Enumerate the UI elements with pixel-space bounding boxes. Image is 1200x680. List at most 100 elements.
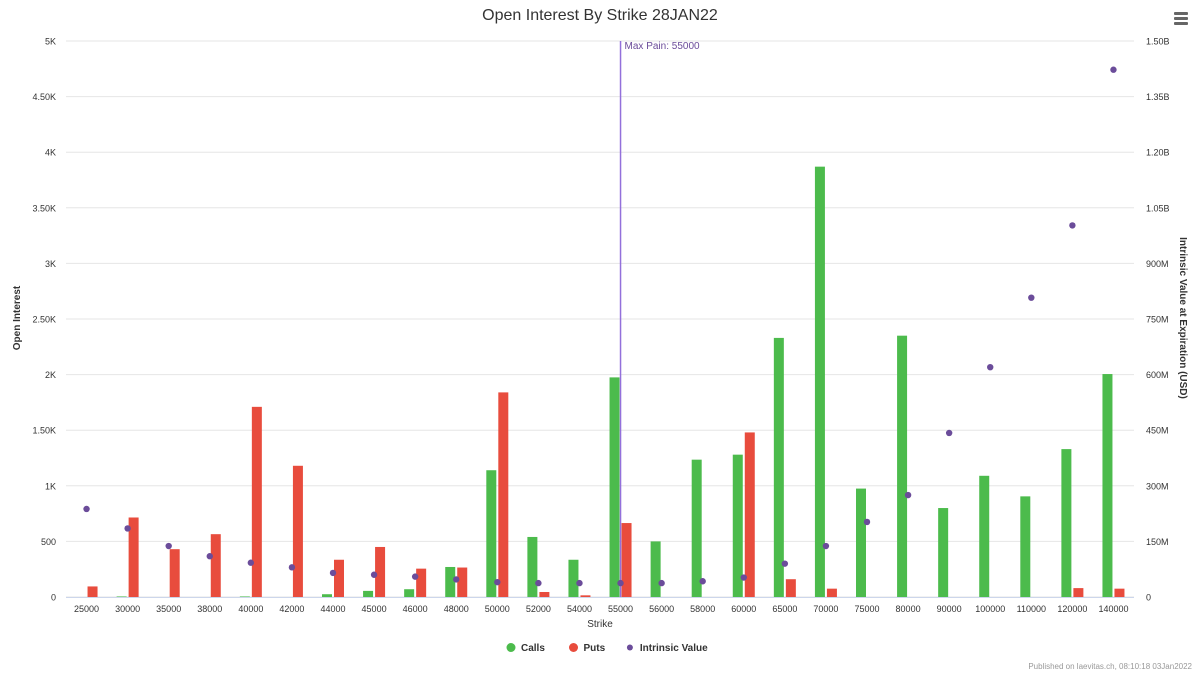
bar: [1114, 588, 1125, 597]
hamburger-menu-icon[interactable]: [1170, 8, 1192, 30]
x-tick-label: 38000: [197, 604, 222, 614]
x-tick-label: 42000: [279, 604, 304, 614]
bar-series-calls: [116, 166, 1113, 597]
bar: [128, 517, 139, 597]
bar: [251, 406, 262, 597]
x-tick-label: 46000: [403, 604, 428, 614]
legend-item-calls[interactable]: Calls: [506, 643, 546, 654]
bar: [609, 377, 620, 597]
y2-tick-label: 150M: [1146, 537, 1169, 547]
y-axis-title: Open Interest: [12, 285, 23, 350]
bar: [416, 568, 427, 597]
x-tick-label: 58000: [690, 604, 715, 614]
intrinsic-value-series: [83, 66, 1117, 587]
bar: [457, 567, 468, 597]
intrinsic-value-point: [247, 559, 255, 566]
bar: [773, 337, 784, 597]
bar: [938, 508, 949, 597]
bar: [1020, 496, 1031, 597]
x-tick-label: 44000: [320, 604, 345, 614]
intrinsic-value-point: [453, 576, 460, 583]
intrinsic-value-point: [165, 542, 172, 550]
bar: [334, 559, 344, 597]
y-tick-label: 2K: [45, 370, 56, 380]
y-tick-label: 0: [51, 593, 56, 603]
x-tick-label: 48000: [444, 604, 469, 614]
y2-tick-label: 600M: [1146, 370, 1169, 380]
x-tick-label: 110000: [1017, 604, 1046, 614]
intrinsic-value-point: [494, 578, 501, 586]
intrinsic-value-point: [904, 491, 912, 499]
x-tick-label: 54000: [567, 604, 592, 614]
chart-title: Open Interest By Strike 28JAN22: [482, 7, 718, 24]
y-tick-label: 3.50K: [32, 203, 56, 213]
y2-tick-label: 0: [1146, 593, 1151, 603]
y2-tick-label: 1.20B: [1146, 148, 1170, 158]
y2-tick-label: 450M: [1146, 426, 1169, 436]
bar: [1102, 374, 1113, 597]
bar: [744, 432, 755, 597]
legend-label: Intrinsic Value: [640, 643, 708, 654]
legend-item-puts[interactable]: Puts: [569, 643, 606, 654]
bar-series: [87, 166, 1125, 597]
bar: [539, 591, 550, 597]
max-pain-label: Max Pain: 55000: [625, 41, 700, 52]
bar: [785, 579, 796, 597]
x-tick-label: 45000: [362, 604, 387, 614]
x-tick-label: 35000: [156, 604, 181, 614]
intrinsic-value-point: [83, 505, 90, 513]
x-tick-label: 90000: [937, 604, 962, 614]
intrinsic-value-point: [535, 579, 542, 587]
x-tick-label: 60000: [731, 604, 756, 614]
intrinsic-value-point: [124, 525, 131, 532]
intrinsic-value-point: [1110, 66, 1117, 73]
intrinsic-value-point: [740, 574, 747, 581]
x-tick-label: 65000: [772, 604, 797, 614]
x-tick-label: 120000: [1057, 604, 1087, 614]
intrinsic-value-point: [1069, 222, 1076, 229]
credits-text: Published on laevitas.ch, 08:10:18 03Jan…: [1028, 662, 1192, 671]
intrinsic-value-point: [781, 560, 789, 567]
intrinsic-value-point: [329, 569, 337, 577]
bar: [568, 559, 579, 597]
bar: [621, 523, 632, 597]
bar: [580, 595, 591, 597]
intrinsic-value-point: [288, 564, 296, 571]
intrinsic-value-point: [411, 573, 419, 580]
legend-marker: [506, 643, 516, 652]
y2-axis-title: Intrinsic Value at Expiration (USD): [1177, 237, 1188, 399]
legend: Calls Puts Intrinsic Value: [506, 643, 708, 654]
x-tick-label: 80000: [896, 604, 921, 614]
bar: [732, 454, 743, 597]
y-tick-label: 500: [41, 537, 56, 547]
y2-tick-label: 300M: [1146, 481, 1169, 491]
y-tick-label: 3K: [45, 259, 56, 269]
bar: [814, 166, 825, 597]
x-tick-label: 70000: [813, 604, 838, 614]
bar: [116, 596, 127, 597]
intrinsic-value-point: [576, 579, 583, 587]
bar: [1061, 449, 1072, 597]
x-tick-label: 52000: [526, 604, 551, 614]
y-axis-left: 0 500 1K 1.50K 2K 2.50K 3K 3.50K 4K 4.50K 5K: [32, 37, 56, 603]
bar: [826, 588, 837, 597]
bar: [404, 589, 415, 597]
bar: [322, 594, 332, 597]
bar: [1073, 588, 1084, 597]
intrinsic-value-point: [699, 578, 706, 585]
legend-marker: [569, 643, 578, 652]
bar: [691, 459, 702, 597]
legend-item-intrinsic-value[interactable]: Intrinsic Value: [626, 643, 708, 654]
intrinsic-value-point: [370, 571, 378, 578]
intrinsic-value-point: [1028, 294, 1035, 301]
y-axis-right: 0 150M 300M 450M 600M 750M 900M 1.05B 1.20B 1.35B…: [1146, 37, 1170, 603]
y-tick-label: 5K: [45, 37, 56, 47]
legend-label: Calls: [521, 643, 545, 654]
y2-tick-label: 1.05B: [1146, 203, 1170, 213]
bar: [375, 546, 386, 597]
bar: [239, 596, 250, 597]
y-tick-label: 4K: [45, 148, 56, 158]
bar: [169, 549, 180, 597]
x-tick-label: 75000: [854, 604, 879, 614]
